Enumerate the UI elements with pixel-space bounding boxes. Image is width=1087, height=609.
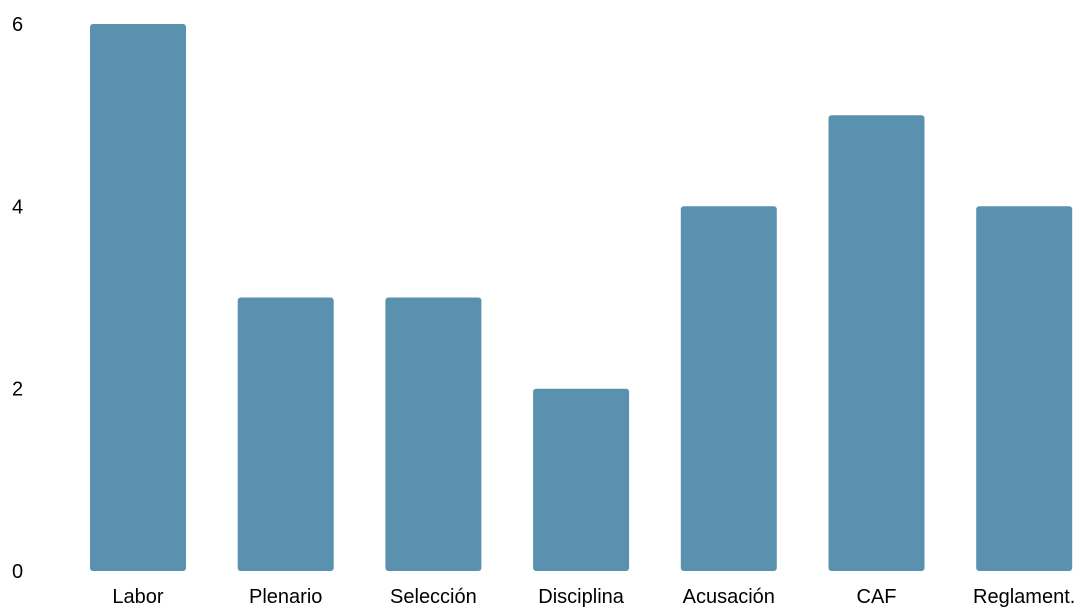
bar-labor <box>90 24 186 571</box>
bar-caf <box>828 115 925 571</box>
x-category-label: CAF <box>857 586 897 608</box>
y-tick-label: 6 <box>12 14 23 36</box>
y-tick-label: 0 <box>12 561 23 583</box>
bar-reglament <box>976 206 1073 572</box>
y-axis-ticks: 0 2 4 6 <box>12 14 23 583</box>
y-tick-label: 2 <box>12 379 23 401</box>
x-category-label: Acusación <box>683 586 775 608</box>
bar-acusaci-n <box>680 206 777 572</box>
bars <box>90 24 1073 572</box>
bar-disciplina <box>533 388 630 571</box>
x-category-label: Reglament. <box>973 586 1075 608</box>
x-category-label: Labor <box>112 586 163 608</box>
bar-plenario <box>237 297 334 571</box>
x-category-label: Disciplina <box>538 586 624 608</box>
x-category-label: Selección <box>390 586 477 608</box>
y-tick-label: 4 <box>12 196 23 218</box>
x-axis-labels: Labor Plenario Selección Disciplina Acusació… <box>112 586 1075 608</box>
bar-selecci-n <box>385 297 482 571</box>
x-category-label: Plenario <box>249 586 322 608</box>
